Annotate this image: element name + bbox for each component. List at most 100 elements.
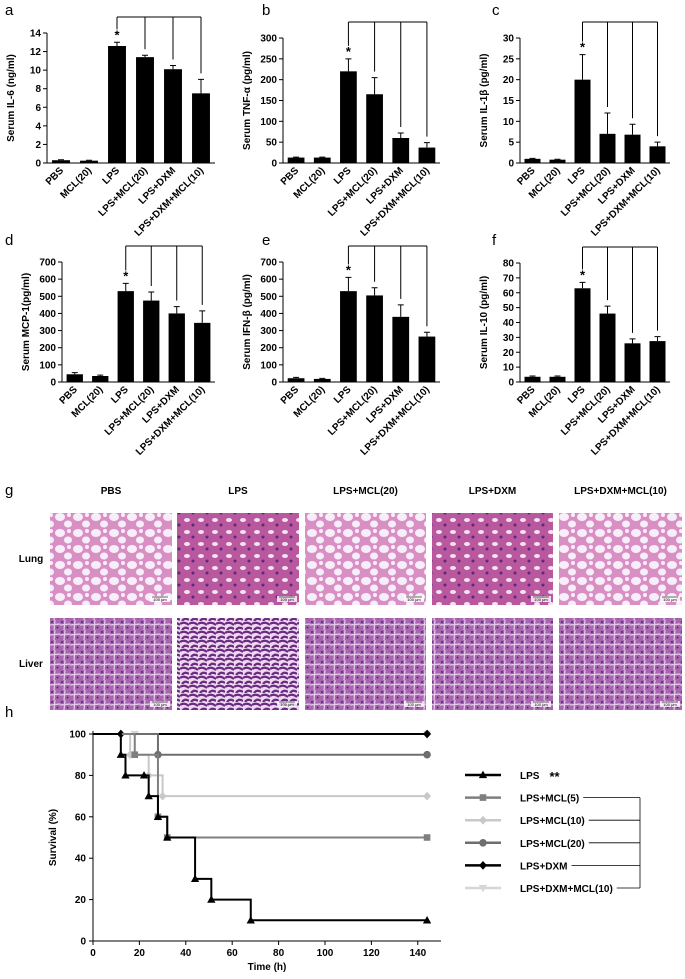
scale-bar-box — [277, 701, 297, 707]
x-tick-label: 120 — [363, 948, 380, 959]
marker — [121, 771, 130, 779]
survival-line — [93, 733, 428, 798]
bar — [287, 157, 305, 163]
error-bar — [198, 78, 204, 94]
y-tick-label: 4 — [35, 121, 41, 132]
scale-bar-box — [150, 596, 170, 602]
error-bar — [345, 276, 352, 292]
y-axis-label: Serum MCP-1(pg/ml) — [21, 273, 32, 371]
bar — [340, 71, 357, 163]
y-tick-label: 200 — [260, 75, 277, 86]
y-tick-label: 500 — [260, 292, 277, 303]
y-tick-label: 0 — [50, 378, 56, 389]
x-tick-label: LPS — [566, 165, 588, 187]
x-tick-label: LPS — [101, 165, 123, 187]
error-bar — [142, 54, 148, 58]
y-tick-label: 0 — [35, 159, 41, 170]
survival-line — [93, 733, 428, 922]
bar — [418, 147, 436, 163]
error-bar — [423, 331, 430, 337]
scale-bar-box — [531, 701, 551, 707]
x-tick-label: 20 — [134, 948, 146, 959]
legend-label: LPS+MCL(10) — [520, 816, 585, 827]
histology-image — [559, 618, 682, 710]
x-tick-label: LPS — [332, 165, 354, 187]
panel-label: b — [262, 2, 270, 19]
error-bar — [173, 306, 180, 314]
marker — [163, 833, 172, 841]
bar — [549, 159, 566, 163]
marker — [479, 839, 487, 847]
scale-bar-label: 100 μm — [663, 597, 677, 602]
legend-label: LPS+DXM — [520, 861, 568, 872]
y-tick-label: 200 — [260, 343, 277, 354]
y-tick-label: 2 — [35, 140, 41, 151]
x-tick-label: PBS — [279, 165, 302, 188]
survival-line — [93, 733, 428, 756]
bar — [168, 313, 185, 382]
significance-mark: * — [114, 27, 120, 42]
bar — [143, 300, 160, 382]
panel-label: a — [5, 2, 14, 19]
scale-bar-label: 100 μm — [153, 702, 167, 707]
histology-image — [177, 513, 299, 605]
y-tick-label: 25 — [503, 54, 515, 65]
error-bar — [654, 336, 661, 342]
scale-bar-box — [277, 596, 297, 602]
y-tick-label: 70 — [503, 273, 515, 284]
error-bar — [579, 281, 586, 289]
marker — [479, 794, 487, 801]
panel-label: c — [492, 2, 500, 19]
bar — [92, 376, 109, 382]
y-tick-label: 0 — [271, 378, 277, 389]
x-tick-label: 60 — [227, 948, 239, 959]
marker — [139, 771, 149, 779]
y-tick-label: 100 — [260, 360, 277, 371]
y-tick-label: 20 — [503, 348, 515, 359]
bar — [649, 146, 666, 163]
column-label: PBS — [101, 486, 122, 497]
bar — [574, 79, 591, 163]
bar — [599, 133, 616, 163]
y-tick-label: 10 — [30, 66, 42, 77]
error-bar — [114, 41, 120, 46]
y-tick-label: 8 — [35, 84, 41, 95]
y-tick-label: 50 — [266, 138, 278, 149]
bar — [313, 378, 331, 382]
error-bar — [397, 304, 404, 317]
y-tick-label: 100 — [39, 360, 56, 371]
y-tick-label: 700 — [260, 258, 277, 269]
significance-mark: * — [580, 267, 586, 282]
bar — [52, 160, 70, 163]
error-bar — [170, 65, 176, 70]
marker — [207, 895, 216, 903]
error-bar — [122, 282, 129, 292]
scale-bar-label: 100 μm — [407, 597, 421, 602]
scale-bar-box — [150, 701, 170, 707]
error-bar — [319, 377, 326, 379]
panel-label: e — [262, 232, 270, 249]
x-tick-label: LPS — [109, 384, 131, 406]
bar — [524, 376, 541, 382]
y-tick-label: 10 — [503, 363, 515, 374]
bar — [66, 374, 83, 382]
error-bar — [371, 77, 378, 95]
bar — [108, 46, 126, 163]
error-bar — [148, 291, 155, 301]
significance-mark: * — [580, 40, 586, 55]
x-tick-label: 40 — [180, 948, 192, 959]
error-bar — [71, 372, 78, 375]
marker — [131, 751, 139, 759]
histology-image — [305, 618, 426, 710]
x-tick-label: PBS — [279, 384, 302, 407]
y-axis-label: Serum IL-10 (pg/ml) — [479, 276, 490, 369]
bar — [340, 291, 357, 382]
y-tick-label: 300 — [260, 34, 277, 45]
bar — [366, 295, 383, 382]
scale-bar-box — [531, 596, 551, 602]
y-tick-label: 6 — [35, 103, 41, 114]
marker — [423, 834, 431, 841]
y-axis-label: Survival (%) — [48, 809, 59, 866]
marker — [190, 874, 200, 883]
